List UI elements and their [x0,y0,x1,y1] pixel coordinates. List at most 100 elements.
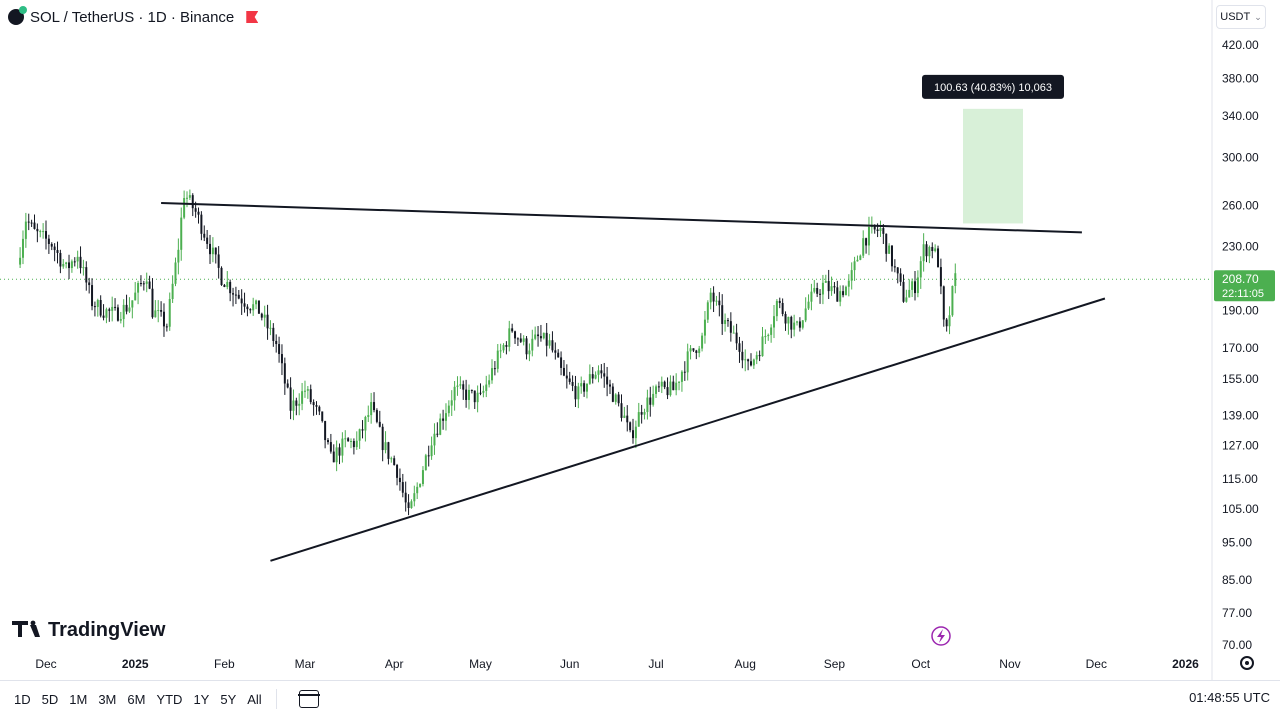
candle-body [324,421,327,441]
tf-ytd-button[interactable]: YTD [156,691,183,707]
price-axis[interactable]: 420.00 380.00 340.00 300.00 260.00 230.00 190.… [1222,38,1259,652]
candle-body [637,412,640,427]
candle-body [764,336,767,338]
candle-body [410,501,413,509]
time-tick-label: Apr [385,657,404,671]
tf-all-button[interactable]: All [247,691,262,707]
candle-body [537,334,540,337]
candle-body [850,270,853,281]
candle-body [675,382,678,391]
candle-body [623,415,626,418]
candle-body [620,403,623,418]
symbol-title[interactable]: SOL / TetherUS · 1D · Binance [30,8,235,26]
lower-trendline[interactable] [270,297,1106,562]
candle-body [804,308,807,321]
candle-body [680,371,683,382]
candle-body [416,486,419,494]
candle-body [427,455,430,457]
tf-1d-button[interactable]: 1D [14,691,31,707]
tf-6m-button[interactable]: 6M [127,691,146,707]
candle-body [853,261,856,271]
time-tick-label: Mar [295,657,316,671]
candle-body [896,267,899,274]
candle-body [617,394,620,404]
candle-body [692,348,695,351]
measure-label: 100.63 (40.83%) 10,063 [934,82,1052,94]
candle-body [162,311,165,327]
candle-body [862,238,865,256]
candle-body [646,397,649,413]
candle-body [499,350,502,352]
candle-body [315,405,318,407]
candle-body [568,378,571,382]
measure-range-box[interactable] [963,108,1023,224]
candle-body [925,244,928,257]
settings-gear-icon[interactable] [1240,656,1254,670]
candle-body [39,231,42,233]
candle-body [859,255,862,260]
candle-body [732,332,735,334]
price-chart[interactable]: 100.63 (40.83%) 10,063 420.00 380.00 340.0… [0,0,1280,680]
candle-body [801,320,804,328]
tf-1y-button[interactable]: 1Y [193,691,210,707]
upper-trendline[interactable] [161,202,1082,234]
candle-body [588,374,591,384]
candle-body [151,288,154,318]
price-badge-countdown: 22:11:05 [1222,288,1264,300]
candle-body [232,293,235,295]
candle-body [246,306,249,310]
tv-logo-mark-icon [12,621,28,637]
candle-body [931,246,934,252]
candle-body [580,383,583,387]
candle-body [137,283,140,293]
candle-body [597,370,600,375]
candle-body [905,297,908,302]
candle-body [922,244,925,262]
tradingview-logo[interactable]: TradingView [12,619,166,641]
candle-body [649,397,652,405]
calendar-range-icon[interactable] [297,690,320,708]
candle-body [539,336,542,339]
candle-body [836,287,839,302]
tf-3m-button[interactable]: 3M [98,691,117,707]
candle-body [177,249,180,263]
toolbar-divider [275,689,277,709]
candle-body [916,277,919,294]
tf-5d-button[interactable]: 5D [41,691,59,707]
tf-1m-button[interactable]: 1M [69,691,88,707]
candle-body [439,418,442,435]
candle-body [436,433,439,435]
candle-body [476,392,479,403]
tf-5y-button[interactable]: 5Y [220,691,237,707]
candle-body [583,383,586,392]
events-lightning-icon[interactable] [931,626,951,646]
candle-body [574,385,577,400]
candle-body [303,390,306,392]
time-tick-label: May [469,657,492,671]
chart-header: SOL / TetherUS · 1D · Binance [8,6,259,28]
candle-body [275,340,278,345]
candle-body [534,334,537,339]
candle-body [194,208,197,212]
flag-icon[interactable] [246,11,259,23]
time-axis[interactable]: Dec 2025 Feb Mar Apr May Jun Jul Aug Sep Oct Nov Dec… [35,657,1199,671]
candle-body [908,289,911,298]
candle-body [338,447,341,456]
utc-clock[interactable]: 01:48:55 UTC [1189,690,1270,705]
candle-body [24,221,27,239]
measure-tool[interactable]: 100.63 (40.83%) 10,063 [922,74,1064,224]
candle-body [283,363,286,384]
candle-body [548,340,551,346]
price-tick-label: 77.00 [1222,606,1252,620]
candle-body [655,386,658,394]
candle-body [367,415,370,417]
candle-body [384,442,387,451]
candle-body [96,300,99,307]
currency-selector[interactable]: USDT ⌄ [1216,5,1266,29]
price-tick-label: 139.00 [1222,408,1259,422]
candle-body [430,445,433,457]
candle-body [278,344,281,355]
candle-body [223,284,226,288]
candle-body [301,391,304,404]
candle-body [211,247,214,255]
